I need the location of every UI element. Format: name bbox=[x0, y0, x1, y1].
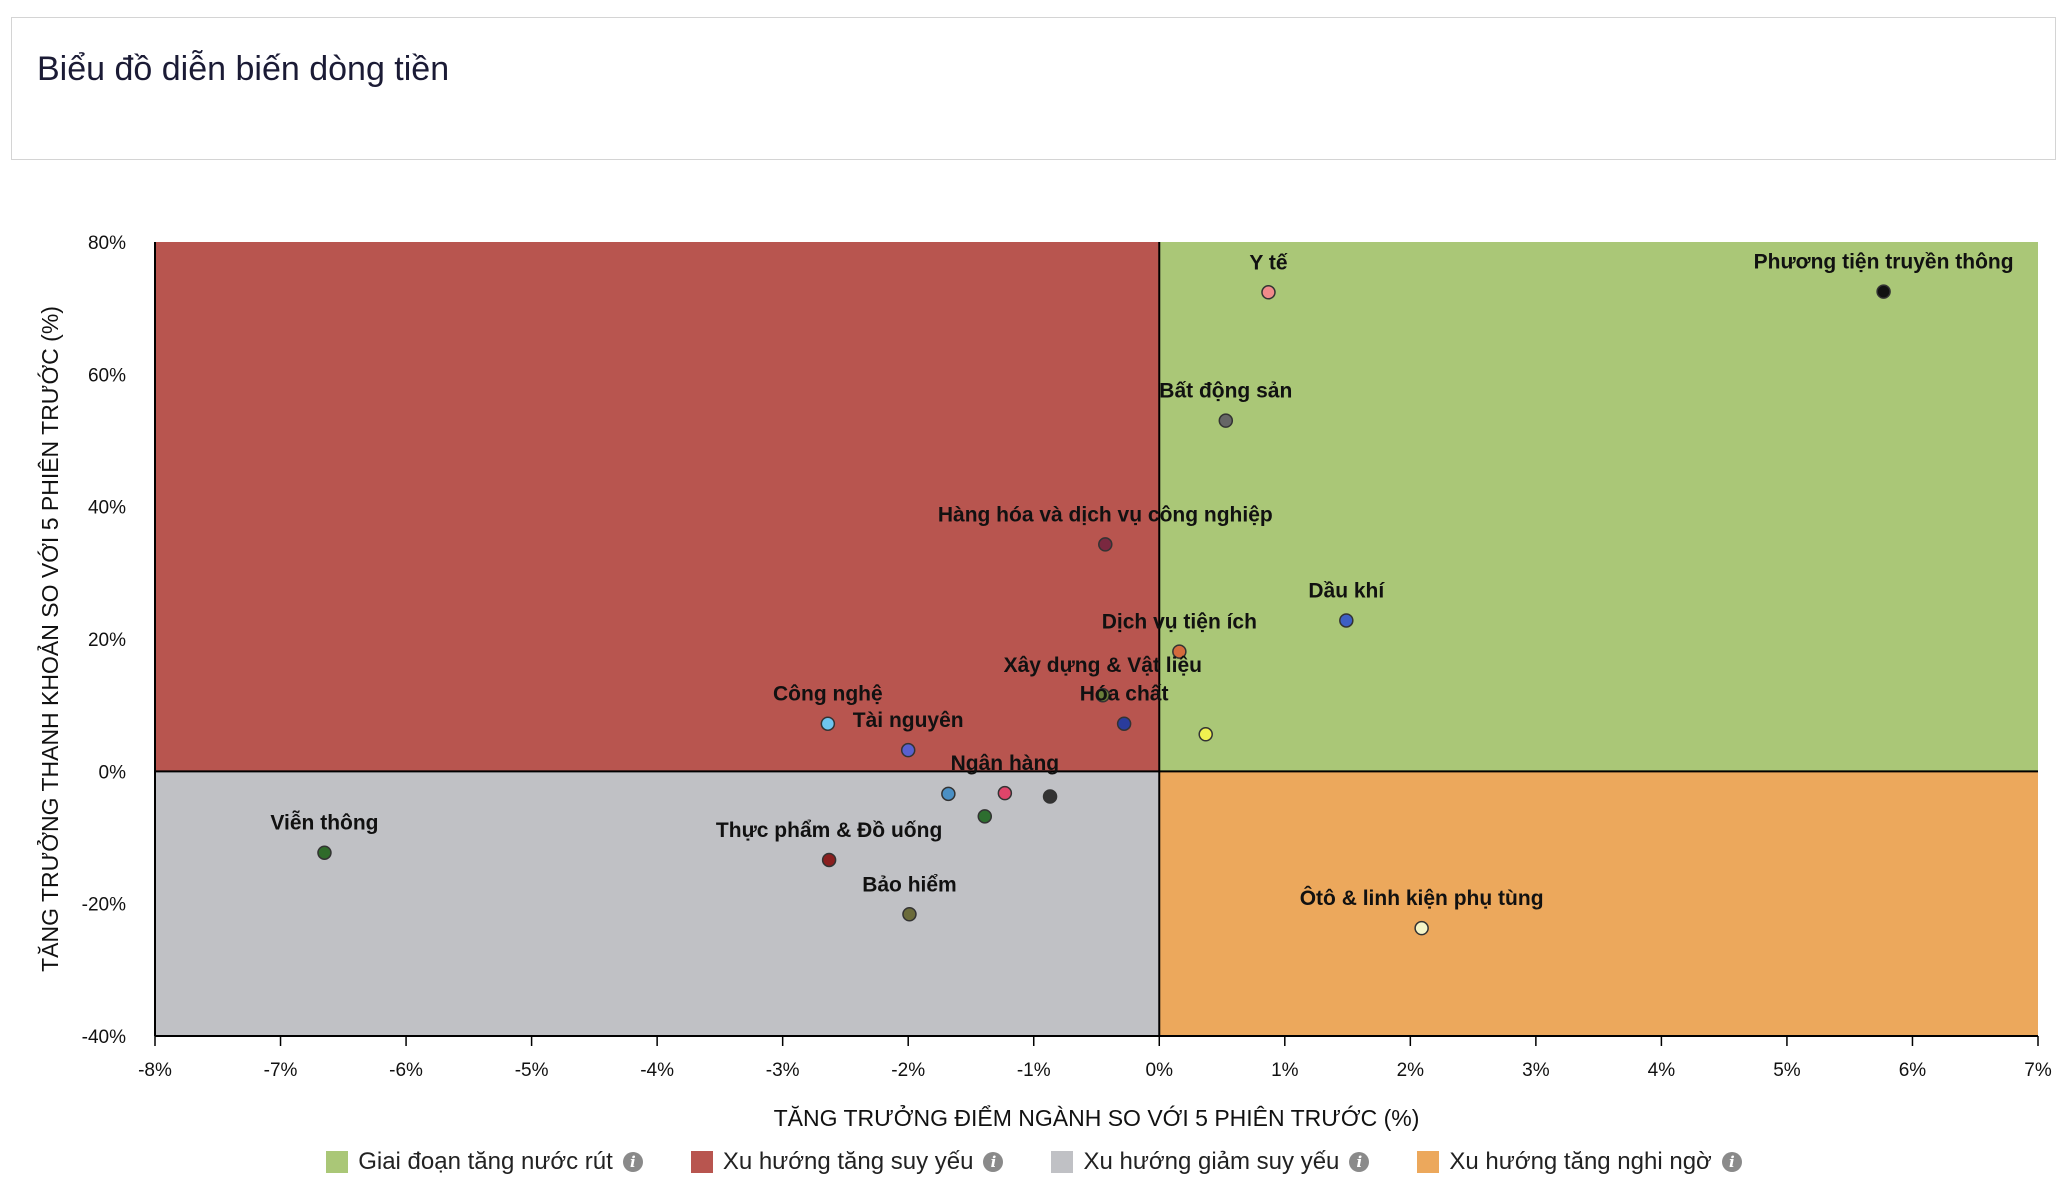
quadrant-3 bbox=[1159, 771, 2038, 1036]
quadrant-1 bbox=[155, 242, 1160, 772]
point-label: Ngân hàng bbox=[951, 752, 1060, 775]
y-tick-label: 0% bbox=[99, 762, 127, 783]
data-point[interactable] bbox=[1261, 285, 1276, 300]
point-label: Ôtô & linh kiện phụ tùng bbox=[1300, 886, 1544, 910]
data-point[interactable] bbox=[1414, 920, 1429, 936]
legend-item-3[interactable]: Xu hướng tăng nghi ngờ i bbox=[1417, 1148, 1742, 1176]
point-label: Viễn thông bbox=[270, 811, 378, 835]
x-tick-label: -6% bbox=[389, 1060, 423, 1081]
point-label: Y tế bbox=[1249, 251, 1287, 274]
data-point[interactable] bbox=[902, 907, 917, 922]
x-tick-label: 4% bbox=[1648, 1060, 1676, 1081]
info-icon[interactable]: i bbox=[622, 1152, 643, 1172]
y-tick-label: -40% bbox=[82, 1027, 126, 1048]
data-point[interactable] bbox=[900, 742, 916, 758]
data-point[interactable] bbox=[1116, 716, 1132, 731]
point-label: Phương tiện truyền thông bbox=[1754, 251, 2014, 274]
data-point[interactable] bbox=[997, 785, 1013, 801]
legend-item-0[interactable]: Giai đoạn tăng nước rút i bbox=[326, 1148, 643, 1176]
point-label: Dịch vụ tiện ích bbox=[1102, 611, 1257, 634]
page-title: Biểu đồ diễn biến dòng tiền bbox=[37, 50, 450, 88]
y-tick-label: 20% bbox=[88, 630, 126, 651]
scatter-chart: -8% -7% -6% -5% -4% -3% -2% -1% 0% 1% 2% 3% 4% 5% 6% 7%… bbox=[35, 233, 2052, 1131]
data-point[interactable] bbox=[1218, 413, 1234, 428]
y-tick-label: 80% bbox=[88, 233, 126, 254]
x-tick-label: -5% bbox=[515, 1060, 549, 1081]
legend-swatch bbox=[326, 1151, 349, 1173]
data-point[interactable] bbox=[820, 716, 836, 731]
data-point[interactable] bbox=[1098, 537, 1113, 552]
legend-label: Giai đoạn tăng nước rút bbox=[358, 1148, 613, 1175]
legend-swatch bbox=[1417, 1151, 1440, 1173]
header-card bbox=[11, 17, 2056, 160]
x-tick-label: 1% bbox=[1271, 1060, 1299, 1081]
x-tick-label: -1% bbox=[1017, 1060, 1051, 1081]
legend-item-1[interactable]: Xu hướng tăng suy yếu i bbox=[690, 1148, 1004, 1176]
point-label: Xây dựng & Vật liệu bbox=[1004, 654, 1202, 677]
x-tick-label: 6% bbox=[1899, 1060, 1927, 1081]
x-axis-title: TĂNG TRƯỞNG ĐIỂM NGÀNH SO VỚI 5 PHIÊN TR… bbox=[774, 1103, 1420, 1131]
point-label: Tài nguyên bbox=[853, 709, 964, 732]
point-label: Bất động sản bbox=[1159, 380, 1292, 403]
info-icon[interactable]: i bbox=[983, 1152, 1004, 1172]
point-label: Công nghệ bbox=[773, 683, 883, 706]
data-point[interactable] bbox=[977, 809, 993, 824]
legend-label: Xu hướng tăng suy yếu bbox=[722, 1148, 974, 1175]
quadrant-0 bbox=[1159, 242, 2038, 772]
axes bbox=[154, 242, 2038, 1037]
x-tick-label: -2% bbox=[891, 1060, 925, 1081]
point-label: Thực phẩm & Đồ uống bbox=[716, 819, 942, 842]
data-point[interactable] bbox=[941, 786, 956, 802]
x-tick-label: 3% bbox=[1522, 1060, 1550, 1081]
data-point[interactable] bbox=[1172, 644, 1187, 659]
data-point[interactable] bbox=[1339, 613, 1354, 628]
legend-item-2[interactable]: Xu hướng giảm suy yếu i bbox=[1051, 1148, 1370, 1176]
x-tick-label: 7% bbox=[2024, 1060, 2052, 1081]
data-point[interactable] bbox=[317, 845, 332, 860]
point-label: Hóa chất bbox=[1080, 683, 1169, 706]
x-tick-label: 5% bbox=[1773, 1060, 1801, 1081]
data-point[interactable] bbox=[1198, 727, 1213, 742]
y-tick-label: -20% bbox=[82, 895, 126, 916]
legend-label: Xu hướng giảm suy yếu bbox=[1083, 1148, 1340, 1175]
point-label: Hàng hóa và dịch vụ công nghiệp bbox=[938, 503, 1273, 526]
legend-swatch bbox=[690, 1151, 713, 1173]
data-point[interactable] bbox=[1042, 789, 1058, 804]
x-tick-label: -4% bbox=[640, 1060, 674, 1081]
tick-labels: -8% -7% -6% -5% -4% -3% -2% -1% 0% 1% 2% 3% 4% 5% 6% 7%… bbox=[82, 233, 2052, 1081]
point-label: Dầu khí bbox=[1308, 579, 1385, 602]
x-tick-label: -7% bbox=[264, 1060, 298, 1081]
x-tick-label: -8% bbox=[138, 1060, 172, 1081]
point-labels: Phương tiện truyền thông Y tế Bất động sản… bbox=[270, 251, 2013, 911]
point-label: Bảo hiểm bbox=[862, 873, 957, 896]
x-tick-label: 0% bbox=[1146, 1060, 1174, 1081]
x-tick-label: 2% bbox=[1397, 1060, 1425, 1081]
legend-swatch bbox=[1051, 1151, 1074, 1173]
y-axis-title: TĂNG TRƯỞNG THANH KHOẢN SO VỚI 5 PHIÊN T… bbox=[35, 306, 63, 972]
info-icon[interactable]: i bbox=[1721, 1152, 1742, 1172]
y-tick-label: 40% bbox=[88, 498, 126, 519]
y-tick-label: 60% bbox=[88, 365, 126, 386]
data-point[interactable] bbox=[1876, 284, 1891, 299]
chart-legend: Giai đoạn tăng nước rút i Xu hướng tăng su… bbox=[0, 1148, 2068, 1176]
data-point[interactable] bbox=[1095, 687, 1111, 703]
data-point[interactable] bbox=[821, 852, 837, 868]
info-icon[interactable]: i bbox=[1349, 1152, 1370, 1172]
data-points bbox=[317, 284, 1891, 936]
x-tick-label: -3% bbox=[766, 1060, 800, 1081]
quadrants bbox=[155, 242, 2038, 1036]
legend-label: Xu hướng tăng nghi ngờ bbox=[1449, 1148, 1712, 1175]
